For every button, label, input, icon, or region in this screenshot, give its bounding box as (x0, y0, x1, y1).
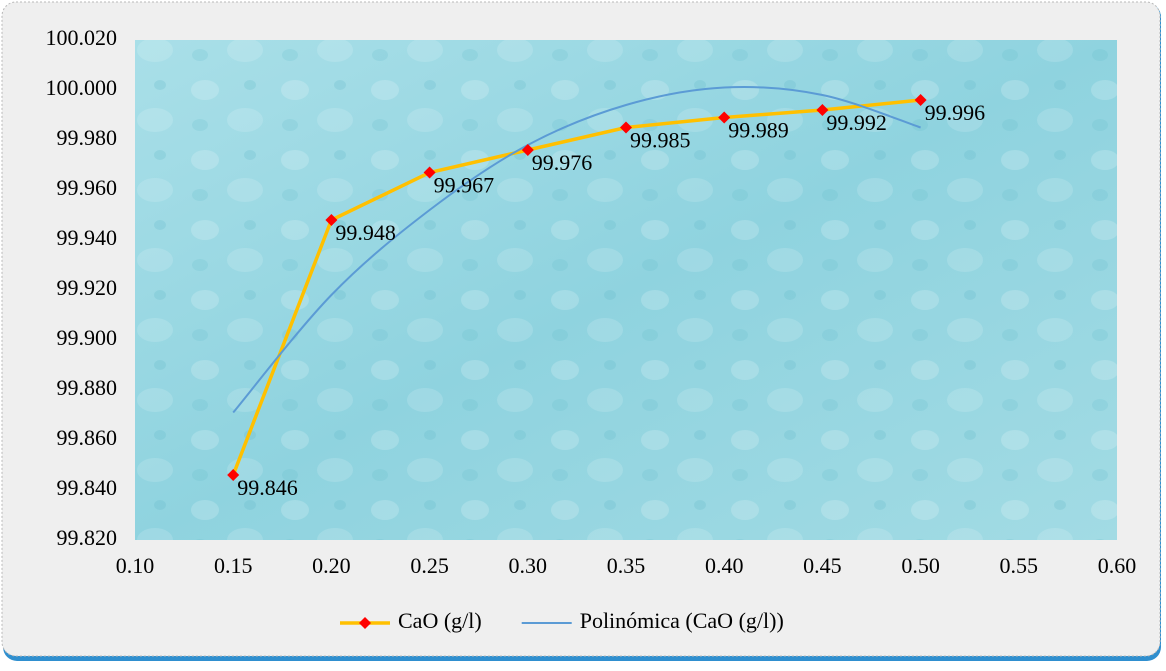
x-tick-label: 0.60 (1098, 553, 1137, 578)
x-tick-label: 0.30 (509, 553, 548, 578)
legend-label: Polinómica (CaO (g/l)) (580, 608, 784, 633)
x-tick-label: 0.50 (901, 553, 940, 578)
y-tick-label: 99.960 (57, 175, 118, 200)
y-tick-label: 99.840 (57, 475, 118, 500)
y-tick-label: 99.920 (57, 275, 118, 300)
data-label: 99.967 (434, 173, 495, 198)
x-tick-label: 0.45 (803, 553, 842, 578)
data-label: 99.976 (532, 150, 593, 175)
y-tick-label: 99.880 (57, 375, 118, 400)
data-label: 99.948 (335, 220, 396, 245)
data-label: 99.996 (925, 100, 986, 125)
x-tick-label: 0.10 (116, 553, 155, 578)
chart: 99.820 99.840 99.860 99.880 99.900 99.920 99.9… (0, 0, 1166, 666)
data-label: 99.846 (237, 475, 298, 500)
x-tick-label: 0.55 (1000, 553, 1039, 578)
y-tick-label: 99.900 (57, 325, 118, 350)
x-tick-label: 0.35 (607, 553, 646, 578)
data-label: 99.985 (630, 128, 691, 153)
y-tick-label: 99.860 (57, 425, 118, 450)
data-label: 99.989 (728, 118, 789, 143)
y-tick-label: 100.000 (46, 75, 118, 100)
legend-label: CaO (g/l) (398, 608, 482, 633)
x-tick-label: 0.20 (312, 553, 351, 578)
x-tick-label: 0.15 (214, 553, 253, 578)
x-tick-label: 0.25 (410, 553, 449, 578)
y-tick-label: 99.940 (57, 225, 118, 250)
x-tick-label: 0.40 (705, 553, 744, 578)
y-tick-label: 99.820 (57, 525, 118, 550)
y-tick-label: 99.980 (57, 125, 118, 150)
y-tick-label: 100.020 (46, 25, 118, 50)
data-label: 99.992 (826, 110, 887, 135)
